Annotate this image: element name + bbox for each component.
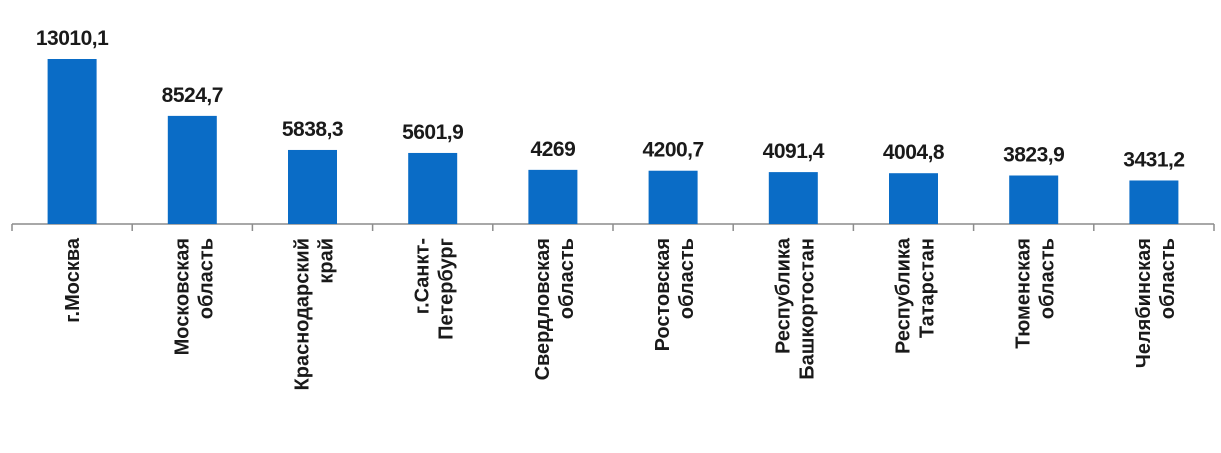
category-label: Тюменская — [1013, 238, 1035, 349]
category-label: Татарстан — [917, 238, 939, 338]
category-label: область — [556, 238, 578, 319]
category-label: Республика — [772, 237, 794, 354]
value-labels-group: 13010,1 8524,7 5838,3 5601,9 4269 4200,7 4091,… — [36, 27, 1185, 171]
category-label: Петербург — [436, 238, 458, 340]
category-label: Свердловская — [532, 238, 554, 380]
data-label: 3823,9 — [1003, 144, 1064, 167]
bar — [47, 59, 97, 224]
category-label: Челябинская — [1133, 238, 1155, 368]
data-label: 4200,7 — [642, 139, 703, 162]
bar — [768, 172, 818, 224]
bar — [408, 152, 458, 224]
bar — [1009, 175, 1059, 224]
category-label: область — [195, 238, 217, 319]
data-label: 8524,7 — [162, 84, 223, 107]
category-label: г.Москва — [62, 237, 84, 323]
category-label: область — [1157, 238, 1179, 319]
category-label: область — [676, 238, 698, 319]
data-label: 5601,9 — [402, 121, 463, 144]
data-label: 4269 — [531, 138, 576, 161]
bar — [288, 149, 337, 224]
category-label: Республика — [893, 237, 915, 354]
bar — [648, 170, 698, 224]
data-label: 4091,4 — [763, 140, 825, 163]
bar — [528, 169, 578, 224]
category-label: Ростовская — [652, 238, 674, 351]
data-label: 4004,8 — [883, 141, 945, 164]
bar — [1129, 180, 1179, 224]
category-label: г.Санкт- — [412, 238, 434, 314]
category-label: край — [316, 238, 338, 284]
bars-group — [47, 59, 1179, 224]
category-label: область — [1037, 238, 1059, 319]
bar — [889, 173, 938, 224]
category-labels-group: г.Москва Московская область Краснодарский кр… — [62, 237, 1179, 390]
category-label: Краснодарский — [292, 238, 314, 390]
data-label: 13010,1 — [36, 27, 109, 50]
data-label: 5838,3 — [282, 118, 343, 141]
category-label: Башкортостан — [796, 238, 818, 380]
category-label: Московская — [171, 238, 193, 355]
bar — [167, 115, 217, 224]
data-label: 3431,2 — [1123, 148, 1184, 171]
ticks-group — [11, 224, 1215, 231]
